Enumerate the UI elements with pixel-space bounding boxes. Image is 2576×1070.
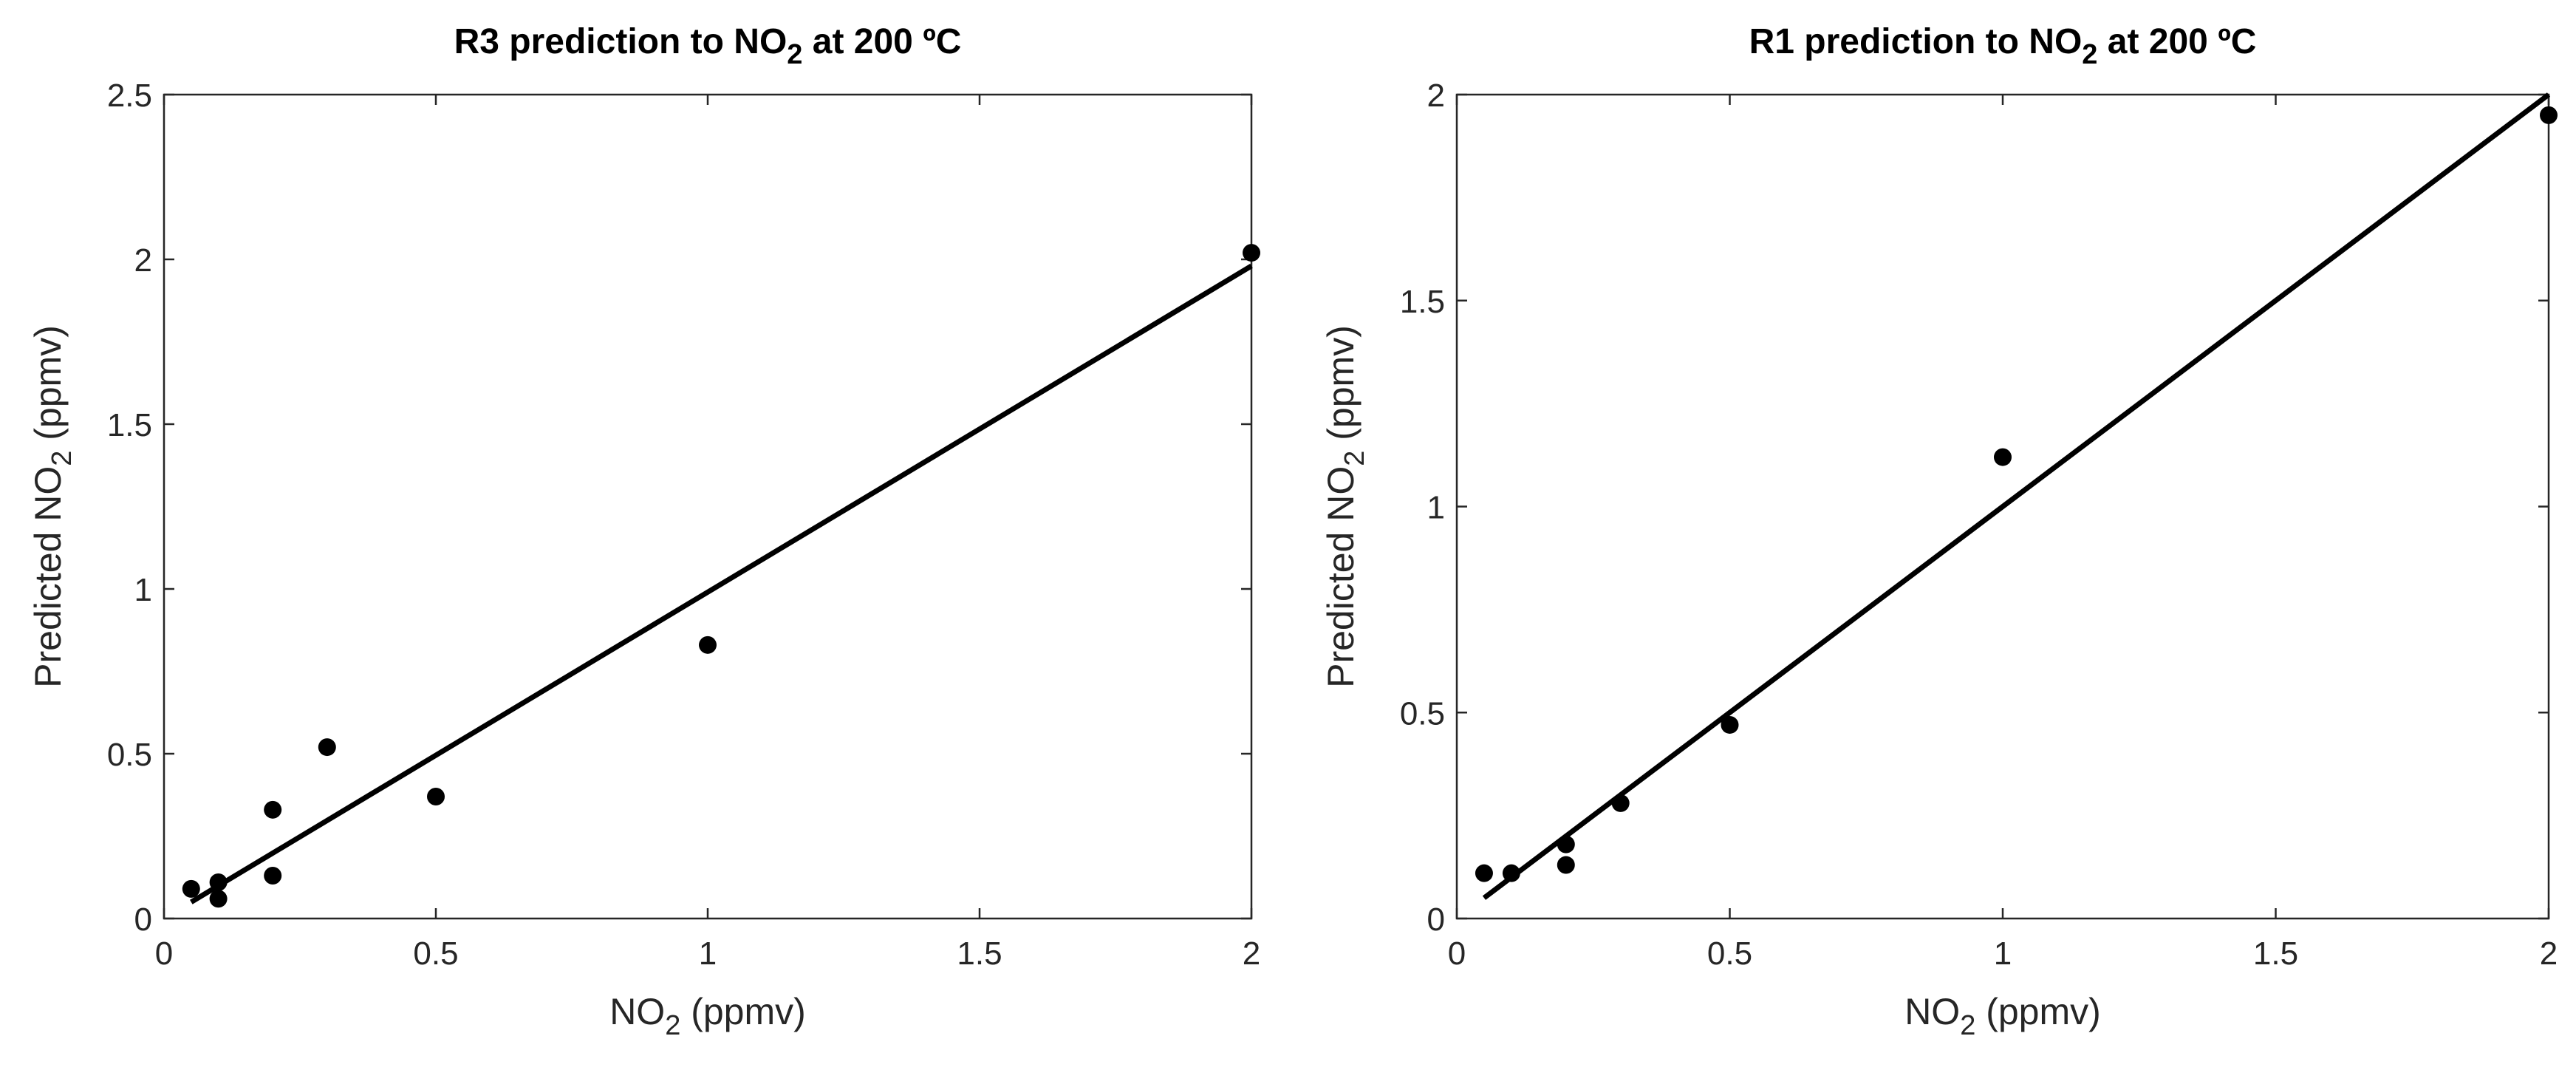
y-axis-label: Predicted NO2 (ppmv) [27,325,78,688]
x-tick-label: 0 [155,936,173,972]
data-point [318,738,336,757]
y-tick-label: 0 [1427,902,1445,938]
data-point [182,879,200,898]
chart-title: R1 prediction to NO2 at 200 ºC [1749,22,2257,70]
y-tick-label: 0 [134,902,152,938]
y-tick-label: 1.5 [1400,284,1445,320]
y-tick-label: 1 [134,572,152,608]
y-tick-label: 0.5 [107,737,152,773]
data-point [1243,244,1260,262]
x-tick-label: 1.5 [2253,936,2298,972]
y-axis-label: Predicted NO2 (ppmv) [1320,325,1370,688]
plot-area [163,93,1253,920]
y-tick-label: 2 [134,242,152,279]
x-tick-label: 2 [1243,936,1260,972]
data-point [1502,864,1520,882]
x-axis-label: NO2 (ppmv) [1904,991,2101,1041]
y-tick-label: 2.5 [107,78,152,114]
chart-panel-1: 0 0.5 1 1.5 2 0 0.5 1 1.5 2 2.5 R3 prediction to NO… [27,22,1260,1041]
data-point [264,800,282,819]
x-tick-label: 0.5 [413,936,458,972]
data-point [2540,106,2558,124]
fit-line [1482,92,2551,900]
data-point [1475,864,1493,882]
data-point [1557,856,1575,874]
data-point [264,867,282,885]
data-point [1611,794,1630,812]
data-point [699,635,717,654]
data-point [1994,448,2012,466]
data-point [1721,715,1739,734]
data-point [1557,835,1575,853]
y-tick-label: 2 [1427,78,1445,114]
fit-line [189,263,1253,904]
y-tick-label: 0.5 [1400,695,1445,732]
x-tick-label: 0 [1448,936,1466,972]
x-axis-label: NO2 (ppmv) [609,991,806,1041]
chart-panel-2: 0 0.5 1 1.5 2 0 0.5 1 1.5 2 R1 prediction to NO2 a… [1320,22,2558,1041]
y-tick-label: 1 [1427,490,1445,526]
data-point [209,890,228,908]
chart-title: R3 prediction to NO2 at 200 ºC [454,22,962,70]
x-tick-label: 1.5 [957,936,1002,972]
x-tick-label: 1 [699,936,717,972]
x-tick-label: 2 [2540,936,2558,972]
data-point [427,787,445,805]
data-point [209,873,228,891]
y-tick-label: 1.5 [107,407,152,443]
x-tick-label: 0.5 [1707,936,1752,972]
x-tick-label: 1 [1994,936,2012,972]
